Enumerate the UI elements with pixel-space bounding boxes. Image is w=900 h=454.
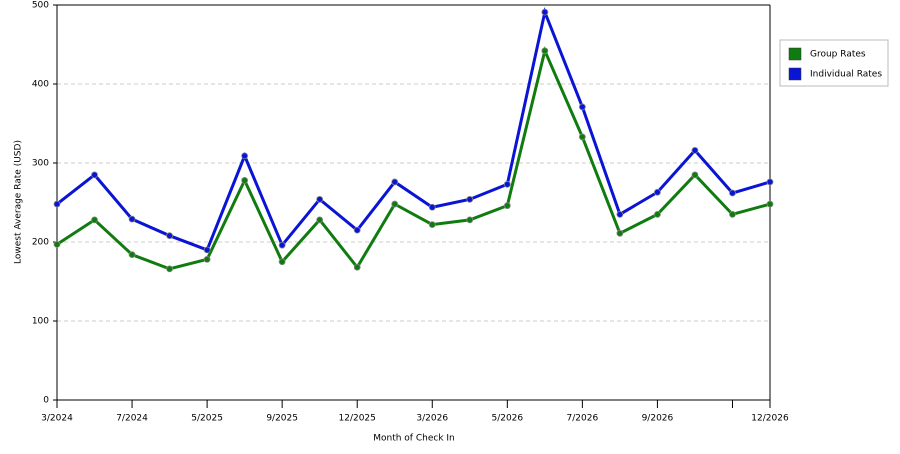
- data-point: [391, 200, 399, 208]
- data-point: [729, 189, 736, 197]
- x-tick-label: 3/2024: [41, 414, 73, 424]
- data-point: [53, 240, 61, 248]
- data-point: [578, 103, 586, 111]
- legend-label: Group Rates: [810, 50, 866, 60]
- x-tick-label: 9/2025: [266, 414, 298, 424]
- data-point: [766, 200, 774, 208]
- x-tick-label: 3/2026: [416, 414, 448, 424]
- x-tick-label: 12/2025: [339, 414, 376, 424]
- data-point: [91, 216, 98, 224]
- data-point: [91, 171, 98, 179]
- data-point: [616, 229, 624, 237]
- x-tick-label: 5/2025: [191, 414, 223, 424]
- data-point: [353, 263, 361, 271]
- data-point: [654, 210, 661, 218]
- x-tick-label: 9/2026: [642, 414, 674, 424]
- legend-swatch: [788, 47, 802, 61]
- data-point: [128, 215, 136, 223]
- y-tick-label: 300: [32, 159, 49, 169]
- data-point: [766, 178, 774, 186]
- data-point: [503, 180, 511, 188]
- data-point: [428, 203, 436, 211]
- data-point: [466, 216, 474, 224]
- y-tick-label: 0: [43, 396, 49, 406]
- series-line: [56, 6, 771, 252]
- data-point: [316, 195, 324, 203]
- data-point: [316, 216, 324, 224]
- data-point: [353, 226, 361, 234]
- x-tick-label: 5/2026: [491, 414, 523, 424]
- x-tick-label: 7/2024: [116, 414, 148, 424]
- data-point: [241, 176, 249, 184]
- data-point: [278, 241, 286, 249]
- data-point: [729, 210, 736, 218]
- y-axis-label: Lowest Average Rate (USD): [14, 140, 24, 264]
- data-point: [578, 133, 586, 141]
- data-point: [53, 200, 61, 208]
- legend-swatch: [788, 67, 802, 81]
- data-point: [541, 8, 549, 16]
- data-point: [241, 152, 249, 160]
- data-point: [203, 255, 211, 263]
- data-point: [128, 251, 136, 259]
- data-point: [166, 232, 173, 240]
- data-point: [428, 221, 436, 229]
- data-point: [616, 210, 624, 218]
- data-point: [391, 178, 399, 186]
- data-point: [166, 265, 173, 273]
- data-point: [691, 146, 699, 154]
- legend-label: Individual Rates: [810, 70, 882, 80]
- y-tick-label: 400: [32, 80, 49, 90]
- data-point: [203, 246, 211, 254]
- y-tick-label: 100: [32, 317, 49, 327]
- y-tick-label: 500: [32, 1, 49, 11]
- y-tick-label: 200: [32, 238, 49, 248]
- data-point: [278, 258, 286, 266]
- data-point: [541, 47, 549, 55]
- x-axis-label: Month of Check In: [373, 434, 455, 444]
- data-point: [654, 188, 661, 196]
- data-point: [503, 202, 511, 210]
- x-tick-label: 12/2026: [751, 414, 789, 424]
- series-line: [56, 46, 771, 271]
- x-tick-label: 7/2026: [567, 414, 599, 424]
- data-point: [466, 195, 474, 203]
- data-point: [691, 171, 699, 179]
